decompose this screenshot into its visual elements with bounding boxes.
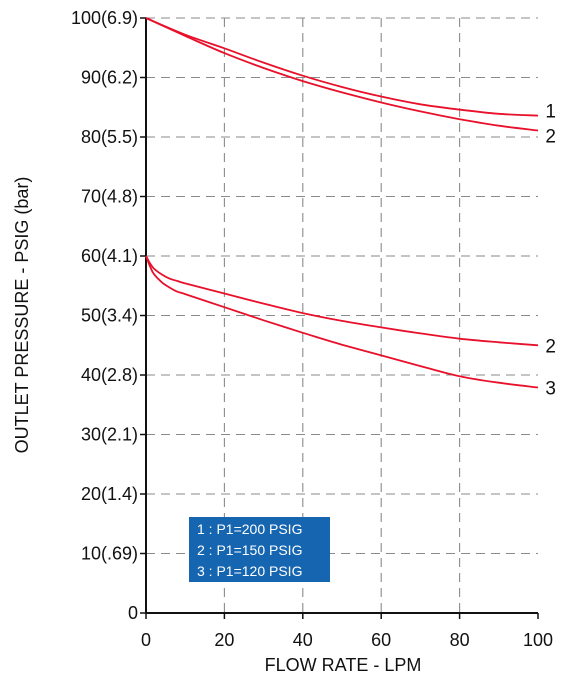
x-axis-label: FLOW RATE - LPM bbox=[265, 655, 422, 675]
series-end-label: 1 bbox=[545, 102, 556, 123]
x-tick-label: 20 bbox=[214, 630, 234, 650]
legend-box bbox=[189, 517, 330, 582]
y-axis-label: OUTLET PRESSURE - PSIG (bar) bbox=[12, 177, 32, 454]
x-tick-labels: 0 20 40 60 80 100 bbox=[141, 630, 553, 650]
y-tick-label: 80(5.5) bbox=[81, 127, 138, 147]
y-tick-label: 10(.69) bbox=[81, 544, 138, 564]
legend-entry-3: 3 : P1=120 PSIG bbox=[197, 563, 302, 579]
x-tick-label: 60 bbox=[371, 630, 391, 650]
series-end-label: 2 bbox=[545, 126, 556, 147]
legend-entry-1: 1 : P1=200 PSIG bbox=[197, 521, 302, 537]
y-tick-label: 50(3.4) bbox=[81, 306, 138, 326]
series-line-2 bbox=[145, 17, 539, 132]
x-tick-label: 100 bbox=[523, 630, 553, 650]
series-lines bbox=[145, 17, 539, 389]
y-tick-label: 20(1.4) bbox=[81, 484, 138, 504]
x-tick-label: 40 bbox=[293, 630, 313, 650]
series-line-1 bbox=[145, 17, 539, 117]
series-line-4 bbox=[145, 255, 539, 389]
y-tick-label: 0 bbox=[128, 603, 138, 623]
series-end-label: 2 bbox=[545, 336, 556, 357]
y-tick-label: 60(4.1) bbox=[81, 246, 138, 266]
grid bbox=[146, 17, 538, 613]
axes bbox=[140, 17, 539, 619]
y-tick-label: 100(6.9) bbox=[71, 8, 138, 28]
y-tick-label: 70(4.8) bbox=[81, 187, 138, 207]
series-labels: 1 2 2 3 bbox=[545, 102, 556, 400]
series-end-label: 3 bbox=[545, 378, 556, 399]
y-tick-label: 40(2.8) bbox=[81, 365, 138, 385]
legend-entry-2: 2 : P1=150 PSIG bbox=[197, 542, 302, 558]
y-tick-label: 90(6.2) bbox=[81, 68, 138, 88]
legend: 1 : P1=200 PSIG 2 : P1=150 PSIG 3 : P1=1… bbox=[189, 517, 330, 582]
y-tick-label: 30(2.1) bbox=[81, 425, 138, 445]
y-tick-labels: 0 10(.69) 20(1.4) 30(2.1) 40(2.8) 50(3.4) 60(4… bbox=[71, 8, 138, 623]
x-tick-label: 0 bbox=[141, 630, 151, 650]
series-line-3 bbox=[145, 255, 539, 347]
x-tick-label: 80 bbox=[450, 630, 470, 650]
